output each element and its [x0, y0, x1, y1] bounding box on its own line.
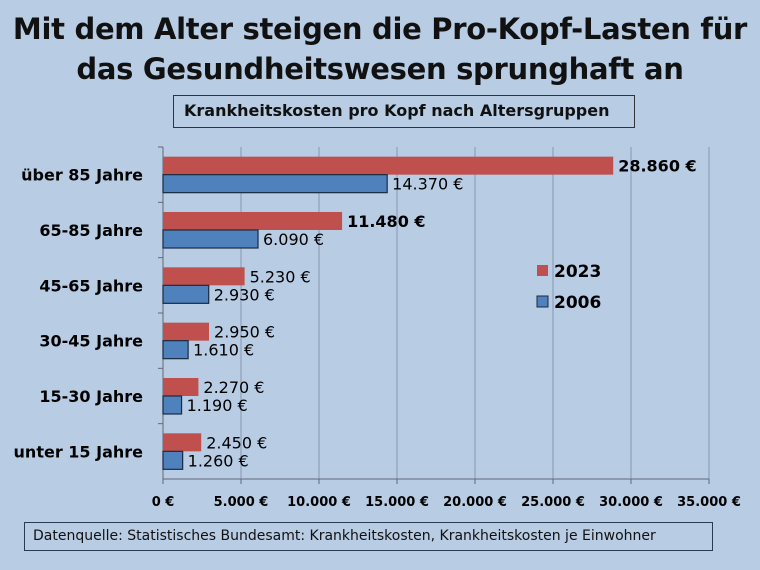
data-label-2006: 14.370 € — [392, 175, 463, 194]
legend-label-2023: 2023 — [554, 262, 601, 282]
data-label-2023: 28.860 € — [618, 157, 696, 176]
legend-label-2006: 2006 — [554, 293, 601, 313]
data-label-2006: 1.610 € — [193, 341, 254, 360]
data-label-2023: 2.950 € — [214, 323, 275, 342]
data-label-2006: 1.190 € — [187, 396, 248, 415]
data-label-2006: 2.930 € — [214, 285, 275, 304]
data-label-2023: 5.230 € — [250, 267, 311, 286]
bar-2006 — [162, 174, 388, 194]
category-label: 65-85 Jahre — [39, 221, 143, 240]
x-tick-label: 5.000 € — [214, 495, 269, 510]
bar-2006 — [162, 229, 259, 249]
legend-swatch-2023 — [537, 265, 548, 276]
category-label: 15-30 Jahre — [39, 387, 143, 406]
x-tick-label: 15.000 € — [365, 495, 429, 510]
x-tick-label: 20.000 € — [443, 495, 507, 510]
data-label-2023: 2.450 € — [206, 433, 267, 452]
category-label: 45-65 Jahre — [39, 276, 143, 295]
bar-2023 — [163, 378, 199, 396]
bar-2023 — [163, 156, 614, 175]
x-tick-label: 35.000 € — [677, 495, 741, 510]
category-label: 30-45 Jahre — [39, 332, 143, 351]
bar-2023 — [163, 267, 245, 286]
x-tick-label: 10.000 € — [287, 495, 351, 510]
chart-title-line-2: das Gesundheitswesen sprunghaft an — [76, 52, 684, 86]
bar-2023 — [163, 322, 210, 341]
bar-2006 — [162, 395, 183, 415]
data-label-2023: 2.270 € — [203, 378, 264, 397]
chart-title-line-1: Mit dem Alter steigen die Pro-Kopf-Laste… — [12, 12, 748, 46]
bar-2006 — [162, 450, 184, 470]
x-tick-label: 0 € — [152, 495, 175, 510]
x-tick-label: 30.000 € — [599, 495, 663, 510]
bar-2006 — [162, 340, 189, 360]
x-tick-label: 25.000 € — [521, 495, 585, 510]
bar-2006 — [162, 284, 210, 304]
source-note: Datenquelle: Statistisches Bundesamt: Kr… — [24, 522, 713, 551]
data-label-2023: 11.480 € — [347, 212, 425, 231]
bar-2023 — [163, 212, 343, 230]
data-label-2006: 1.260 € — [188, 451, 249, 470]
legend-swatch-2006 — [536, 295, 549, 308]
category-label: unter 15 Jahre — [14, 442, 144, 461]
data-label-2006: 6.090 € — [263, 230, 324, 249]
chart-subtitle: Krankheitskosten pro Kopf nach Altersgru… — [173, 95, 635, 128]
bar-2023 — [163, 433, 202, 452]
category-label: über 85 Jahre — [21, 166, 143, 185]
